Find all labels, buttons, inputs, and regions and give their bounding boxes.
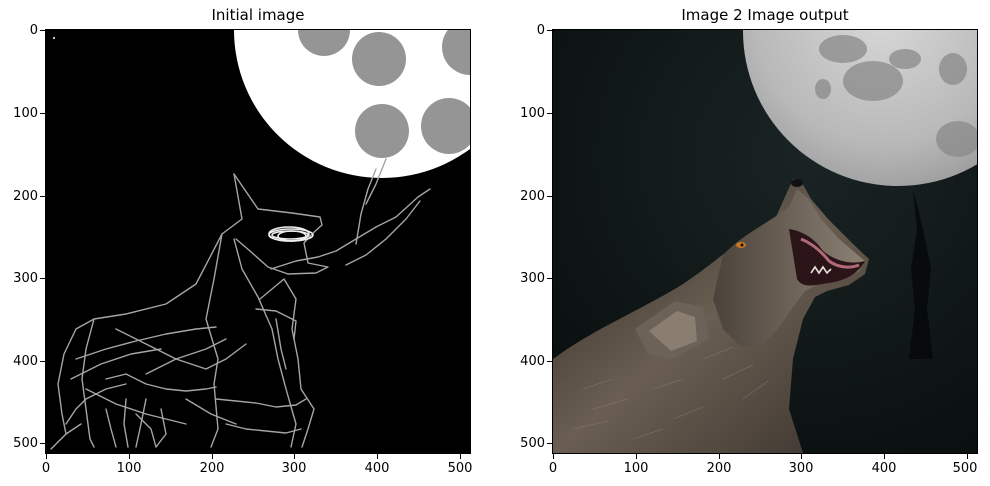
x-tick-label: 500: [447, 461, 473, 476]
panel-1-title: Initial image: [211, 6, 305, 24]
x-tick-label: 200: [199, 461, 225, 476]
y-tick-label: 200: [13, 189, 38, 204]
y-tick-label: 500: [520, 436, 545, 451]
x-tick-label: 100: [116, 461, 142, 476]
x-tick-label: 500: [952, 461, 978, 476]
y-tick-label: 100: [520, 106, 545, 121]
y-tick-label: 0: [29, 23, 38, 38]
y-tick-label: 300: [13, 271, 38, 286]
sketch-eye: [268, 226, 314, 242]
wolf-photo: [553, 29, 977, 453]
wolf-silhouette: [553, 179, 869, 453]
sketch-image: [46, 29, 470, 453]
x-tick-label: 400: [364, 461, 390, 476]
sketch-crater: [421, 98, 470, 154]
x-tick-label: 0: [41, 461, 51, 476]
sketch-crater: [355, 104, 409, 158]
sketch-wolf-lines: [50, 158, 431, 450]
x-tick-label: 200: [706, 461, 732, 476]
photo-moon: [743, 29, 977, 186]
panel-2-title: Image 2 Image output: [681, 6, 849, 24]
sketch-crater: [352, 32, 406, 86]
x-tick-label: 100: [623, 461, 649, 476]
sketch-crater: [442, 29, 470, 75]
y-tick-label: 100: [13, 106, 38, 121]
y-tick-label: 400: [520, 354, 545, 369]
output-image-panel: [553, 29, 977, 453]
y-tick-label: 400: [13, 354, 38, 369]
x-tick-label: 0: [548, 461, 558, 476]
sketch-crater: [298, 29, 350, 56]
x-tick-label: 300: [281, 461, 307, 476]
y-tick-label: 300: [520, 271, 545, 286]
x-tick-label: 400: [871, 461, 897, 476]
y-tick-label: 500: [13, 436, 38, 451]
sketch-moon: [234, 29, 470, 178]
x-tick-label: 300: [788, 461, 814, 476]
initial-image-panel: [46, 29, 470, 453]
y-tick-label: 0: [536, 23, 545, 38]
y-tick-label: 200: [520, 189, 545, 204]
